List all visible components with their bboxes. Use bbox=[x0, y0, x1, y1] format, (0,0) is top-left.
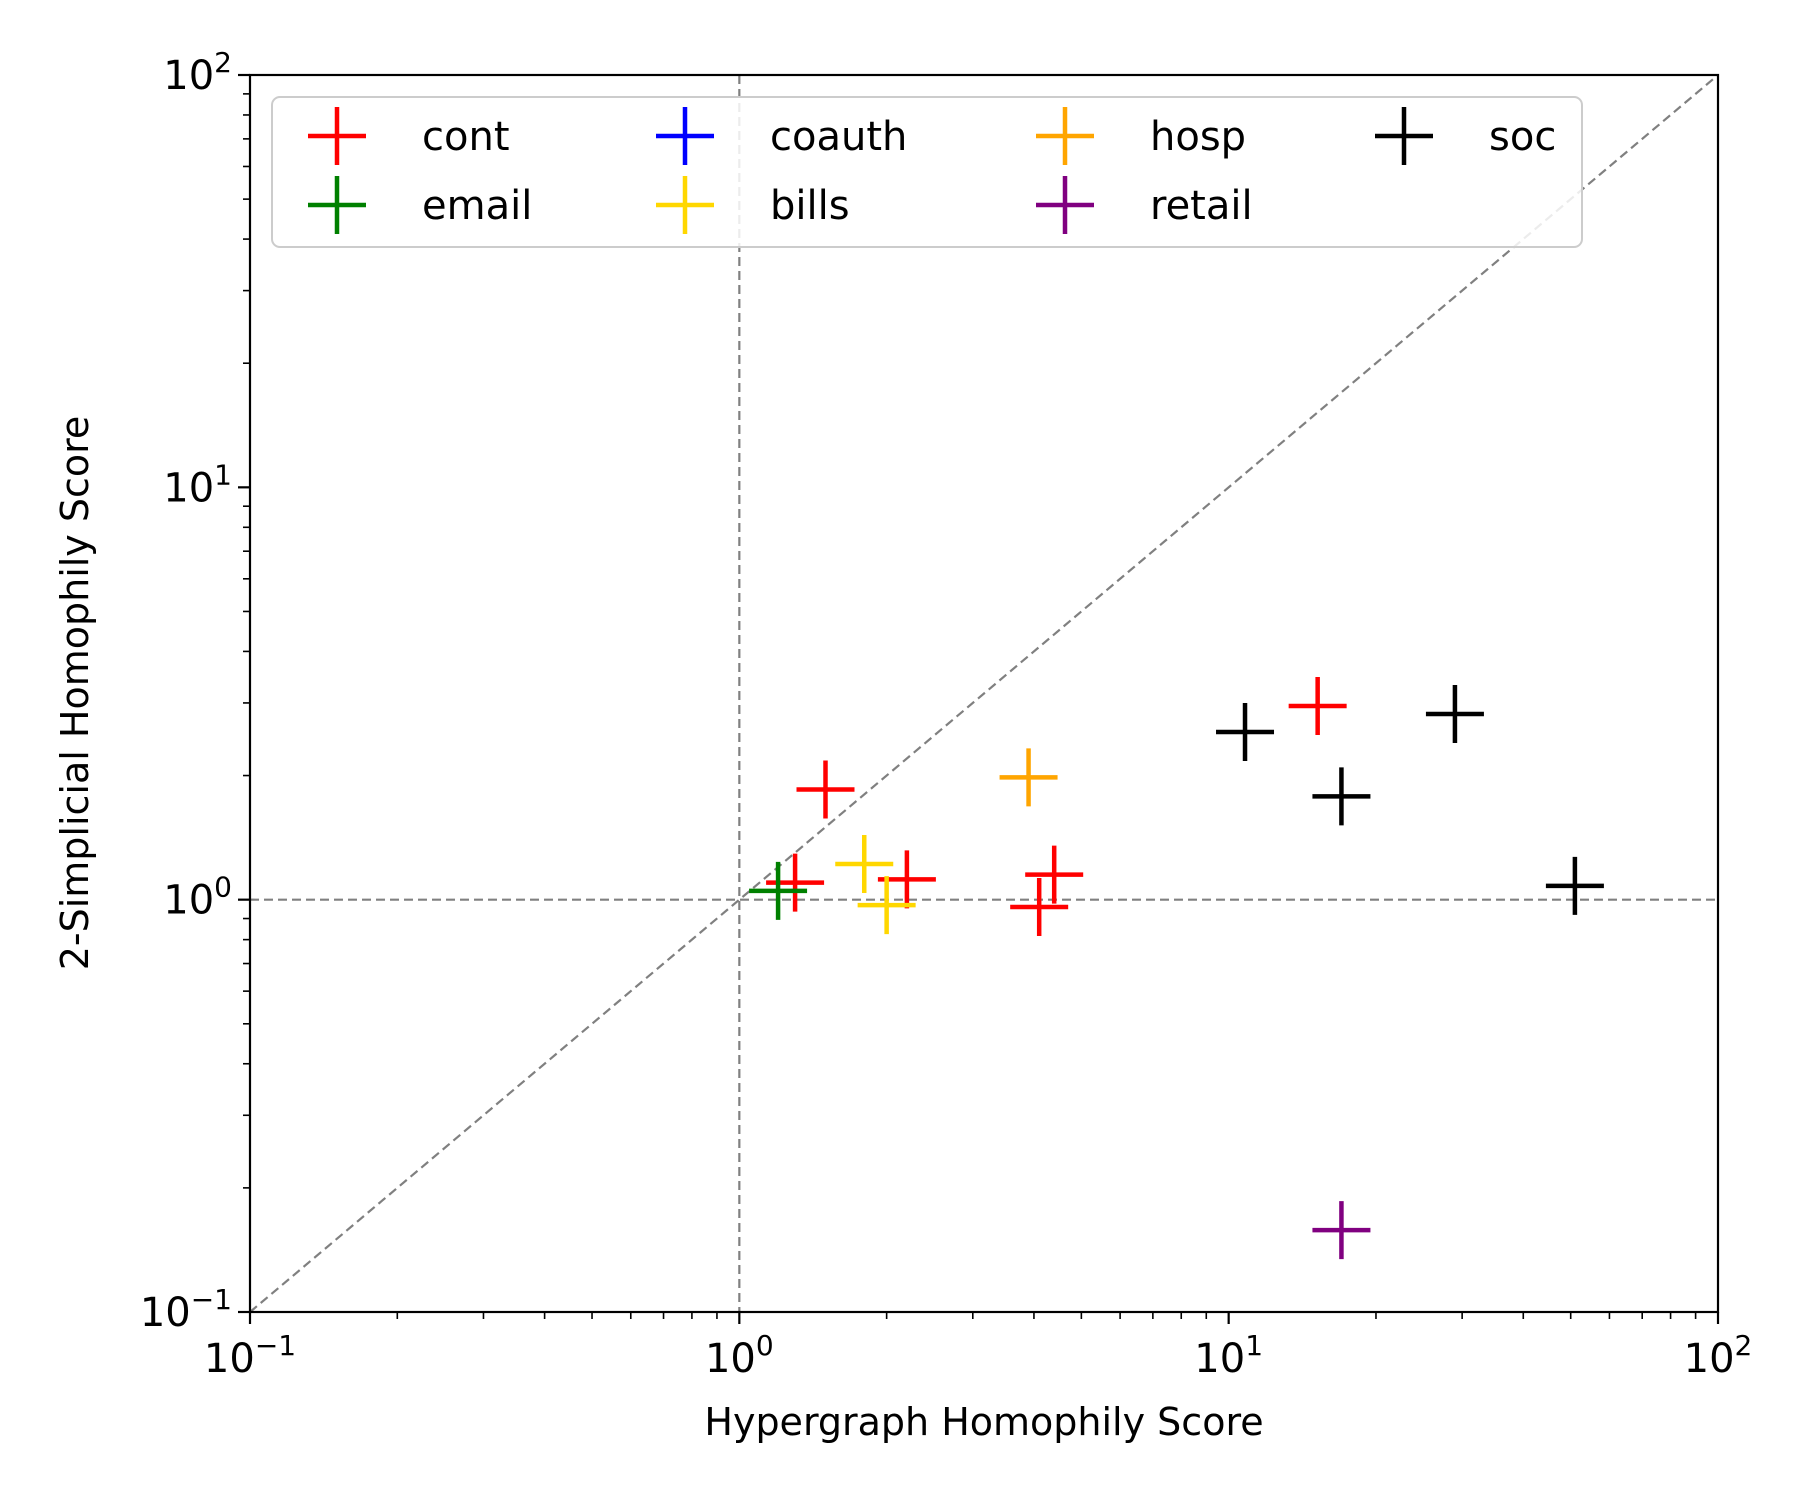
data-point-cont-5 bbox=[1025, 845, 1084, 904]
data-point-cont-4 bbox=[1010, 877, 1069, 936]
legend-label-coauth: coauth bbox=[770, 114, 907, 160]
legend-marker-hosp bbox=[1036, 107, 1094, 165]
legend-box bbox=[271, 96, 1583, 248]
legend-label-email: email bbox=[422, 183, 532, 229]
legend-label-bills: bills bbox=[770, 183, 850, 229]
data-point-soc-3 bbox=[1425, 685, 1484, 744]
legend-marker-coauth bbox=[656, 107, 714, 165]
data-points bbox=[749, 676, 1604, 1260]
plot-frame bbox=[248, 73, 1720, 1314]
x-axis-title: Hypergraph Homophily Score bbox=[704, 1400, 1263, 1444]
data-point-cont-1 bbox=[766, 853, 825, 912]
data-point-soc-1 bbox=[1216, 703, 1275, 762]
y-axis-title: 2-Simplicial Homophily Score bbox=[53, 416, 97, 971]
data-point-bills-1 bbox=[835, 835, 894, 894]
data-point-cont-2 bbox=[796, 760, 855, 819]
reference-lines bbox=[249, 74, 1719, 1313]
legend-marker-bills bbox=[656, 176, 714, 234]
data-point-email-1 bbox=[749, 861, 808, 920]
legend-label-retail: retail bbox=[1150, 183, 1253, 229]
data-point-soc-4 bbox=[1545, 856, 1604, 915]
data-point-soc-2 bbox=[1312, 767, 1371, 826]
legend-label-hosp: hosp bbox=[1150, 114, 1246, 160]
legend-marker-cont bbox=[308, 107, 366, 165]
data-point-hosp-1 bbox=[999, 748, 1058, 807]
y-tick-label: 101 bbox=[163, 458, 232, 511]
legend-marker-email bbox=[308, 176, 366, 234]
data-point-cont-6 bbox=[1288, 676, 1347, 735]
legend-label-soc: soc bbox=[1489, 114, 1556, 160]
legend-item-retail: retail bbox=[1036, 176, 1253, 234]
legend-label-cont: cont bbox=[422, 114, 510, 160]
data-point-bills-2 bbox=[857, 876, 916, 935]
legend-item-bills: bills bbox=[656, 176, 850, 234]
legend-item-cont: cont bbox=[308, 107, 510, 165]
legend-marker-soc bbox=[1375, 107, 1433, 165]
legend-item-coauth: coauth bbox=[656, 107, 907, 165]
legend-item-email: email bbox=[308, 176, 532, 234]
data-point-retail-1 bbox=[1312, 1201, 1371, 1260]
legend-item-soc: soc bbox=[1375, 107, 1556, 165]
legend-item-hosp: hosp bbox=[1036, 107, 1246, 165]
legend-marker-retail bbox=[1036, 176, 1094, 234]
legend: cont email coauth bills hosp retail soc bbox=[271, 96, 1583, 248]
diagonal-reference-line bbox=[249, 74, 1719, 1313]
